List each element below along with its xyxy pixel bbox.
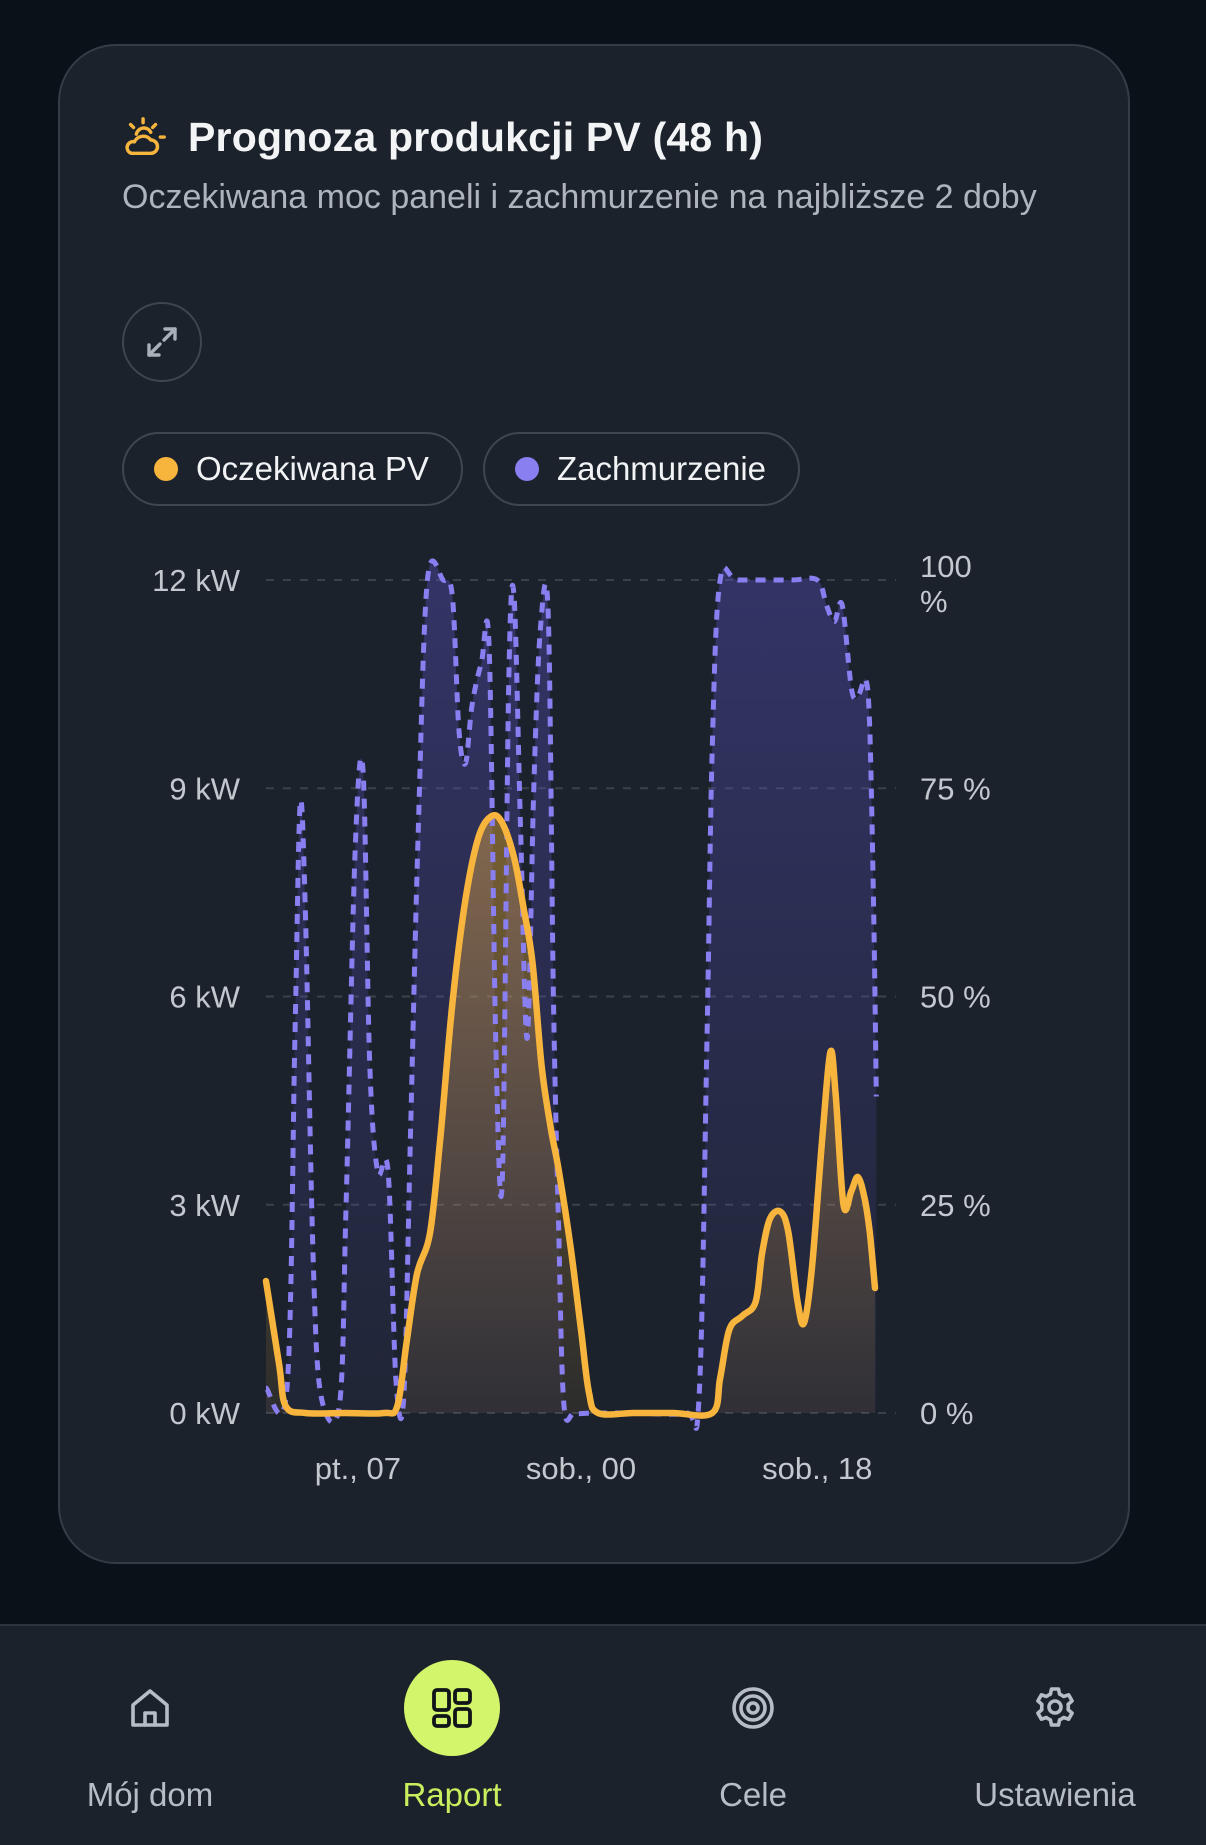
x-tick-label: pt., 07 — [315, 1451, 401, 1486]
card-title: Prognoza produkcji PV (48 h) — [188, 114, 764, 160]
y-right-tick-label: 25 % — [920, 1188, 991, 1223]
home-icon — [131, 1689, 169, 1727]
card-subtitle: Oczekiwana moc paneli i zachmurzenie na … — [122, 178, 1037, 216]
nav-item-home[interactable]: Mój dom — [0, 1626, 300, 1845]
target-icon — [732, 1687, 774, 1729]
chart-legend: Oczekiwana PV Zachmurzenie — [122, 432, 820, 506]
nav-label-home: Mój dom — [86, 1776, 214, 1813]
legend-cloud-swatch — [514, 457, 539, 481]
expand-arrows-icon — [147, 327, 177, 357]
y-right-tick-label: 75 % — [920, 771, 991, 806]
cloud-area — [266, 560, 877, 1429]
legend-cloud-toggle[interactable]: Zachmurzenie — [482, 432, 801, 506]
weather-sun-cloud-icon — [125, 116, 166, 155]
y-right-tick-label: 50 % — [920, 980, 991, 1015]
card-header: Prognoza produkcji PV (48 h) — [122, 114, 763, 161]
legend-cloud-label: Zachmurzenie — [556, 450, 767, 487]
pv-series-line — [262, 811, 879, 1419]
expand-chart-button[interactable] — [122, 302, 202, 382]
bottom-navigation: Mój dom Raport Cele — [0, 1624, 1206, 1845]
y-left-tick-label: 6 kW — [169, 980, 240, 1015]
pv-forecast-chart: 0 kW 3 kW 6 kW 9 kW 12 kW 0 % 25 % 50 % 75 % 100%… — [152, 549, 991, 1486]
y-right-tick-label: 100 — [920, 549, 972, 584]
y-right-tick-label-unit: % — [920, 584, 948, 619]
y-left-tick-label: 12 kW — [152, 563, 241, 598]
nav-label-goals: Cele — [719, 1776, 787, 1813]
y-left-tick-label: 3 kW — [169, 1188, 240, 1223]
y-left-tick-label: 0 kW — [169, 1396, 240, 1431]
cloud-series-line — [263, 558, 879, 1431]
nav-label-settings: Ustawienia — [974, 1776, 1136, 1813]
legend-pv-swatch — [154, 457, 178, 481]
y-left-tick-label: 9 kW — [169, 771, 240, 806]
nav-item-report[interactable]: Raport — [302, 1626, 602, 1845]
nav-item-goals[interactable]: Cele — [603, 1626, 903, 1845]
nav-item-settings[interactable]: Ustawienia — [905, 1626, 1205, 1845]
dashboard-grid-icon — [432, 1688, 472, 1728]
pv-area — [266, 815, 875, 1416]
legend-pv-label: Oczekiwana PV — [196, 450, 429, 487]
x-tick-label: sob., 00 — [526, 1451, 636, 1486]
x-tick-label: sob., 18 — [762, 1451, 872, 1486]
nav-label-report: Raport — [402, 1776, 502, 1813]
y-right-tick-label: 0 % — [920, 1396, 973, 1431]
legend-pv-toggle[interactable]: Oczekiwana PV — [122, 432, 463, 506]
gear-icon — [1036, 1687, 1074, 1727]
pv-forecast-card: Prognoza produkcji PV (48 h) Oczekiwana … — [58, 44, 1130, 1564]
